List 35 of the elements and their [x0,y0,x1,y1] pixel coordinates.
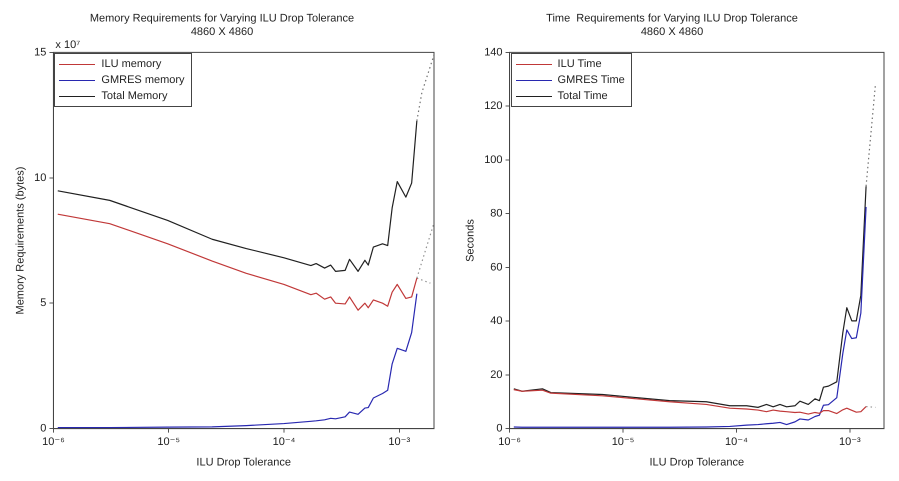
legend-label: ILU memory [101,58,162,70]
y-tick-label: 40 [490,315,503,328]
text: x 10⁷ [55,38,80,51]
x-tick-label: 10⁻³ [838,436,862,448]
legend-label: Total Memory [101,90,168,102]
x-tick-label: 10⁻⁴ [725,436,748,448]
y-axis-title: Seconds [464,218,477,262]
chart-title: Time Requirements for Varying ILU Drop Tolerance [546,12,798,25]
y-tick-label: 140 [484,46,503,58]
x-axis-title: ILU Drop Tolerance [649,456,744,468]
y-axis-title: Memory Requirements (bytes) [14,166,27,314]
chart-subtitle: 4860 X 4860 [640,26,704,38]
y-tick-label: 15 [34,46,46,58]
x-tick-label: 10⁻³ [388,436,410,448]
x-axis-title: ILU Drop Tolerance [196,456,292,468]
chart-title: Memory Requirements for Varying ILU Drop Tolerance [90,12,354,25]
legend-label: Total Time [558,90,608,102]
y-tick-label: 60 [490,261,503,274]
y-tick-label: 0 [496,422,503,435]
x-tick-label: 10⁻⁶ [498,436,521,448]
y-tick-label: 10 [34,172,46,184]
chart-subtitle: 4860 X 4860 [190,26,254,38]
legend-label: ILU Time [558,58,602,70]
x-tick-label: 10⁻⁵ [157,436,180,448]
y-tick-label: 5 [40,297,46,310]
x-tick-label: 10⁻⁴ [272,436,296,448]
y-tick-label: 20 [490,368,503,381]
y-tick-label: 0 [40,422,46,435]
y-tick-label: 120 [484,100,503,112]
y-tick-label: 80 [490,208,503,220]
x-tick-label: 10⁻⁵ [612,436,634,448]
legend-label: GMRES Time [558,74,625,86]
legend-label: GMRES memory [101,74,185,86]
y-tick-label: 100 [484,154,503,166]
x-tick-label: 10⁻⁶ [42,436,65,448]
